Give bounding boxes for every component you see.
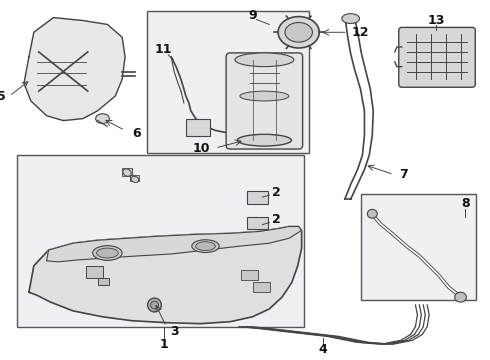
Bar [130, 175, 139, 181]
Ellipse shape [93, 246, 122, 260]
Polygon shape [29, 226, 302, 324]
FancyBboxPatch shape [399, 27, 475, 87]
Text: 11: 11 [154, 44, 172, 57]
Text: 1: 1 [160, 338, 169, 351]
Text: 10: 10 [193, 141, 210, 154]
Bar [361, 194, 476, 300]
Bar [246, 191, 269, 204]
Bar [17, 155, 304, 327]
Ellipse shape [147, 298, 161, 312]
Text: 8: 8 [461, 198, 470, 211]
Ellipse shape [278, 17, 319, 48]
Ellipse shape [192, 240, 219, 252]
Text: 2: 2 [272, 213, 280, 226]
Bar [246, 217, 269, 229]
Text: 5: 5 [0, 90, 6, 103]
Ellipse shape [131, 176, 139, 183]
Text: 4: 4 [319, 343, 328, 356]
Bar [241, 270, 259, 279]
Text: 2: 2 [272, 186, 280, 199]
Ellipse shape [235, 53, 294, 67]
Ellipse shape [237, 134, 292, 146]
Text: 6: 6 [132, 127, 141, 140]
Ellipse shape [150, 301, 158, 309]
Bar [122, 168, 132, 176]
Polygon shape [47, 226, 302, 262]
Ellipse shape [455, 292, 466, 302]
Ellipse shape [123, 169, 131, 176]
Ellipse shape [285, 22, 313, 42]
Text: 13: 13 [427, 14, 445, 27]
Ellipse shape [196, 242, 215, 251]
Text: 7: 7 [399, 168, 408, 181]
Ellipse shape [97, 248, 118, 258]
Ellipse shape [368, 210, 377, 218]
Bar [253, 283, 270, 292]
Bar [147, 11, 309, 153]
Polygon shape [24, 18, 125, 121]
Ellipse shape [240, 91, 289, 101]
Text: 3: 3 [170, 325, 178, 338]
Text: 9: 9 [248, 9, 257, 22]
Text: 12: 12 [352, 26, 369, 39]
Bar [186, 119, 210, 136]
Ellipse shape [96, 114, 109, 123]
Bar [98, 278, 109, 285]
Bar [86, 266, 103, 278]
FancyBboxPatch shape [226, 53, 303, 149]
Ellipse shape [342, 14, 360, 23]
